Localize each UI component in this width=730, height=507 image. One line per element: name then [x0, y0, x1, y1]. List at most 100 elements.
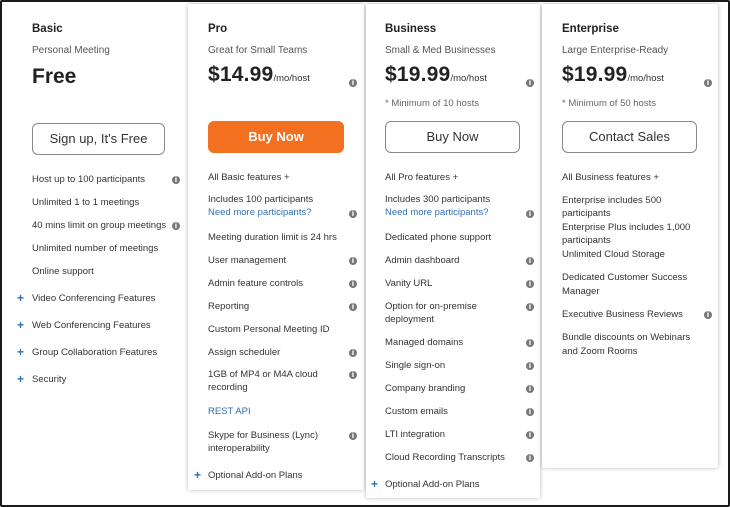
plan-title: Basic	[32, 23, 63, 35]
feature-item: Bundle discounts on Webinars	[562, 332, 691, 343]
expander-group-collaboration[interactable]: Group Collaboration Features	[32, 347, 158, 358]
feature-item: Host up to 100 participants	[32, 174, 146, 185]
info-icon[interactable]: i	[526, 362, 534, 370]
feature-item: deployment	[385, 314, 435, 325]
feature-item: User management	[208, 255, 287, 266]
minimum-hosts-note: * Minimum of 50 hosts	[562, 98, 656, 109]
feature-item: Meeting duration limit is 24 hrs	[208, 232, 337, 243]
info-icon[interactable]: i	[526, 339, 534, 347]
feature-item: Includes 300 participants	[385, 194, 491, 205]
plan-subtitle: Large Enterprise-Ready	[562, 45, 669, 56]
feature-item: Unlimited Cloud Storage	[562, 249, 665, 260]
plan-price: $19.99/mo/host	[385, 63, 487, 86]
expander-web-conferencing[interactable]: Web Conferencing Features	[32, 320, 151, 331]
feature-item: Skype for Business (Lync)	[208, 430, 318, 441]
expand-plus-icon[interactable]: +	[371, 477, 379, 491]
feature-item: Includes 100 participants	[208, 194, 314, 205]
expander-optional-addons[interactable]: Optional Add-on Plans	[208, 470, 303, 481]
feature-item: Managed domains	[385, 337, 464, 348]
expander-optional-addons[interactable]: Optional Add-on Plans	[385, 479, 480, 490]
feature-item: Company branding	[385, 383, 466, 394]
expand-plus-icon[interactable]: +	[17, 372, 25, 386]
feature-item: Dedicated Customer Success	[562, 272, 688, 283]
info-icon[interactable]: i	[704, 311, 712, 319]
plan-title: Pro	[208, 23, 228, 35]
info-icon[interactable]: i	[349, 303, 357, 311]
feature-item: Cloud Recording Transcripts	[385, 452, 505, 463]
info-icon[interactable]: i	[526, 257, 534, 265]
sign-up-button[interactable]: Sign up, It's Free	[32, 123, 165, 155]
info-icon[interactable]: i	[349, 349, 357, 357]
plan-card-enterprise: Enterprise Large Enterprise-Ready $19.99…	[542, 4, 718, 468]
info-icon[interactable]: i	[526, 303, 534, 311]
expander-security[interactable]: Security	[32, 374, 67, 385]
feature-item: Assign scheduler	[208, 347, 281, 358]
feature-item: Admin dashboard	[385, 255, 460, 266]
feature-item: Reporting	[208, 301, 250, 312]
buy-now-button[interactable]: Buy Now	[208, 121, 344, 153]
info-icon[interactable]: i	[526, 431, 534, 439]
feature-item: Manager	[562, 286, 600, 297]
feature-item: Vanity URL	[385, 278, 433, 289]
price-unit: /mo/host	[627, 73, 664, 84]
need-more-participants-link[interactable]: Need more participants?	[208, 207, 312, 218]
rest-api-link[interactable]: REST API	[208, 406, 251, 417]
feature-item: Custom emails	[385, 406, 448, 417]
plan-price: $14.99/mo/host	[208, 63, 310, 86]
feature-item: 40 mins limit on group meetings	[32, 220, 167, 231]
minimum-hosts-note: * Minimum of 10 hosts	[385, 98, 479, 109]
features-header: All Business features +	[562, 172, 659, 183]
expand-plus-icon[interactable]: +	[17, 345, 25, 359]
feature-item: recording	[208, 382, 248, 393]
feature-item: LTI integration	[385, 429, 446, 440]
feature-item: and Zoom Rooms	[562, 346, 638, 357]
feature-item: interoperability	[208, 443, 270, 454]
info-icon[interactable]: i	[172, 222, 180, 230]
info-icon[interactable]: i	[526, 210, 534, 218]
need-more-participants-link[interactable]: Need more participants?	[385, 207, 489, 218]
info-icon[interactable]: i	[349, 280, 357, 288]
plan-card-basic: Basic Personal Meeting Free Sign up, It'…	[12, 4, 188, 394]
feature-item: Unlimited number of meetings	[32, 243, 159, 254]
feature-item: Unlimited 1 to 1 meetings	[32, 197, 140, 208]
expand-plus-icon[interactable]: +	[17, 318, 25, 332]
info-icon[interactable]: i	[349, 79, 357, 87]
feature-item: Dedicated phone support	[385, 232, 492, 243]
info-icon[interactable]: i	[526, 79, 534, 87]
plan-card-pro: Pro Great for Small Teams $14.99/mo/host…	[188, 4, 364, 490]
feature-item: Admin feature controls	[208, 278, 304, 289]
feature-item: Online support	[32, 266, 94, 277]
expand-plus-icon[interactable]: +	[194, 468, 202, 482]
plan-title: Business	[385, 23, 437, 35]
info-icon[interactable]: i	[526, 408, 534, 416]
plan-title: Enterprise	[562, 23, 619, 35]
plan-subtitle: Personal Meeting	[32, 45, 110, 56]
feature-item: Single sign-on	[385, 360, 446, 371]
plan-card-business: Business Small & Med Businesses $19.99/m…	[366, 4, 540, 498]
info-icon[interactable]: i	[704, 79, 712, 87]
info-icon[interactable]: i	[526, 454, 534, 462]
feature-item: Option for on-premise	[385, 301, 477, 312]
feature-item: Enterprise Plus includes 1,000	[562, 222, 691, 233]
plan-subtitle: Great for Small Teams	[208, 45, 308, 56]
info-icon[interactable]: i	[349, 210, 357, 218]
feature-item: Enterprise includes 500	[562, 195, 662, 206]
price-unit: /mo/host	[450, 73, 487, 84]
plan-price: Free	[32, 65, 77, 88]
feature-item: Custom Personal Meeting ID	[208, 324, 330, 335]
info-icon[interactable]: i	[349, 432, 357, 440]
info-icon[interactable]: i	[349, 371, 357, 379]
feature-item: Executive Business Reviews	[562, 309, 683, 320]
contact-sales-button[interactable]: Contact Sales	[562, 121, 697, 153]
feature-item: participants	[562, 208, 611, 219]
expander-video-conferencing[interactable]: Video Conferencing Features	[32, 293, 156, 304]
info-icon[interactable]: i	[349, 257, 357, 265]
info-icon[interactable]: i	[526, 280, 534, 288]
buy-now-button[interactable]: Buy Now	[385, 121, 520, 153]
expand-plus-icon[interactable]: +	[17, 291, 25, 305]
plan-price: $19.99/mo/host	[562, 63, 664, 86]
features-header: All Basic features +	[208, 172, 290, 183]
info-icon[interactable]: i	[526, 385, 534, 393]
plan-subtitle: Small & Med Businesses	[385, 45, 496, 56]
info-icon[interactable]: i	[172, 176, 180, 184]
